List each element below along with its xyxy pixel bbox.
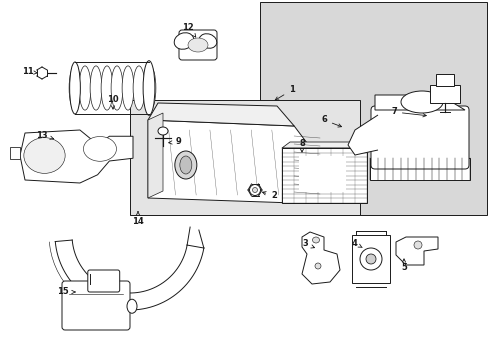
FancyBboxPatch shape: [179, 30, 217, 60]
Ellipse shape: [187, 38, 207, 52]
Polygon shape: [148, 113, 163, 198]
Polygon shape: [374, 95, 464, 110]
Ellipse shape: [143, 61, 155, 115]
Polygon shape: [20, 130, 133, 183]
Polygon shape: [347, 115, 377, 155]
Text: 15: 15: [57, 288, 75, 297]
Polygon shape: [282, 142, 374, 148]
Text: 13: 13: [36, 130, 54, 139]
Ellipse shape: [122, 66, 134, 110]
Ellipse shape: [249, 184, 260, 195]
Ellipse shape: [199, 34, 216, 48]
Ellipse shape: [83, 136, 116, 161]
Ellipse shape: [69, 62, 80, 114]
Bar: [298, 156, 345, 192]
Bar: [10, 147, 20, 159]
Ellipse shape: [252, 188, 257, 193]
FancyBboxPatch shape: [370, 106, 468, 169]
Ellipse shape: [174, 33, 193, 49]
Ellipse shape: [413, 241, 421, 249]
Ellipse shape: [365, 254, 375, 264]
Bar: [260, 2, 486, 215]
Text: 11: 11: [22, 68, 37, 77]
Ellipse shape: [111, 66, 122, 110]
Ellipse shape: [79, 66, 91, 110]
Ellipse shape: [127, 299, 137, 313]
Ellipse shape: [314, 263, 320, 269]
Polygon shape: [148, 103, 294, 126]
Ellipse shape: [101, 66, 113, 110]
Text: 5: 5: [400, 259, 406, 273]
Polygon shape: [148, 120, 319, 203]
Ellipse shape: [400, 91, 442, 113]
Ellipse shape: [144, 66, 156, 110]
Polygon shape: [395, 237, 437, 265]
Bar: [351, 235, 389, 283]
Bar: [282, 148, 366, 203]
Bar: [435, 74, 453, 86]
Text: 2: 2: [262, 192, 276, 201]
Ellipse shape: [69, 66, 81, 110]
Text: 4: 4: [350, 238, 362, 248]
Text: 6: 6: [321, 116, 341, 127]
Ellipse shape: [90, 66, 102, 110]
Ellipse shape: [175, 151, 197, 179]
Ellipse shape: [158, 127, 168, 135]
Ellipse shape: [133, 66, 144, 110]
Ellipse shape: [312, 237, 319, 243]
Text: 9: 9: [168, 138, 181, 147]
Ellipse shape: [180, 156, 191, 174]
Text: 14: 14: [132, 212, 143, 226]
Text: 12: 12: [182, 22, 195, 37]
Ellipse shape: [359, 248, 381, 270]
Text: 7: 7: [390, 108, 426, 117]
Text: 1: 1: [275, 85, 294, 100]
Bar: [130, 100, 359, 215]
Ellipse shape: [24, 138, 65, 174]
FancyBboxPatch shape: [88, 270, 120, 292]
FancyBboxPatch shape: [62, 281, 130, 330]
Text: 3: 3: [302, 239, 314, 248]
Text: 10: 10: [107, 95, 119, 109]
Bar: [369, 158, 469, 180]
Text: 8: 8: [299, 139, 304, 152]
Bar: [429, 85, 459, 103]
Polygon shape: [302, 232, 339, 284]
